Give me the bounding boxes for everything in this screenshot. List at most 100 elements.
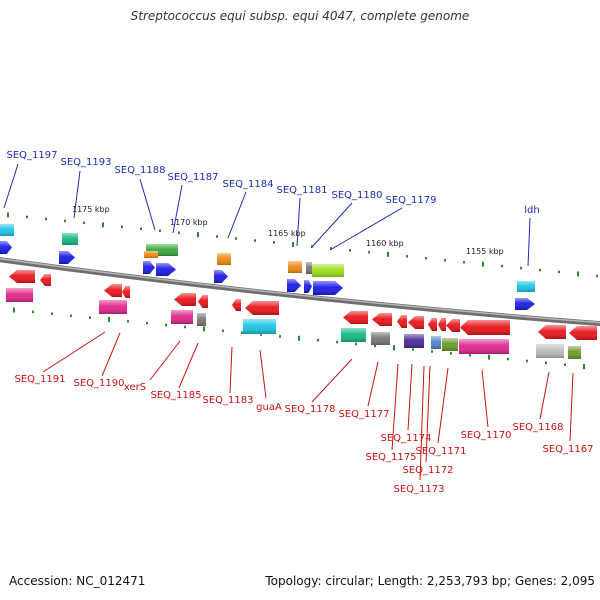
gene-shade [198,295,208,308]
scale-label: 1170 kbp [170,218,208,227]
gene-feature [62,233,78,245]
upper-tick [501,264,503,268]
upper-tick [520,266,522,270]
gene-shade [313,281,343,295]
lower-tick [298,335,300,341]
gene-shade [372,313,392,326]
gene-feature [404,334,424,348]
gene-label: SEQ_1171 [416,446,467,457]
gene-shade [431,336,441,349]
gene-feature [431,336,441,349]
leader-line [391,363,399,451]
gene-feature [171,310,193,324]
gene-shade [515,298,535,310]
gene-label: SEQ_1177 [339,409,390,420]
lower-tick [127,320,129,323]
upper-tick [482,261,484,267]
gene-label: SEQ_1173 [394,484,445,495]
gene-feature [217,253,231,265]
leader-line [311,358,353,403]
upper-tick [7,212,9,218]
scale-label: 1175 kbp [72,205,110,214]
gene-feature [313,281,343,295]
gene-shade [459,339,509,354]
upper-tick [539,268,541,272]
gene-shade [144,251,158,258]
gene-feature [538,325,566,339]
scale-ticks [7,212,598,370]
gene-feature [287,279,301,292]
upper-tick [26,215,28,219]
gene-shade [428,318,437,331]
upper-tick [425,256,427,260]
gene-shade [438,318,446,331]
upper-tick [121,225,123,229]
gene-shade [569,326,597,340]
upper-tick [197,232,199,238]
gene-label: SEQ_1191 [15,374,66,385]
gene-label: SEQ_1179 [386,195,437,206]
gene-feature [156,263,176,276]
gene-label: SEQ_1185 [151,390,202,401]
leader-line [296,197,301,247]
lower-tick [564,363,566,366]
gene-shade [442,338,458,351]
leader-line [101,332,121,377]
upper-tick [216,235,218,238]
backbone-highlight [0,257,600,324]
gene-label: SEQ_1168 [513,422,564,433]
gene-shade [446,319,460,332]
gene-shade [6,288,33,302]
gene-shade [9,270,35,283]
leader-line [229,346,233,394]
genome-title: Streptococcus equi subsp. equi 4047, com… [130,9,470,23]
gene-shade [156,263,176,276]
gene-feature [144,251,158,258]
leader-line [437,367,449,444]
gene-label: SEQ_1174 [381,433,432,444]
lower-tick [89,316,91,319]
lower-tick [526,359,528,363]
leader-line [425,365,431,463]
gene-feature [312,264,344,277]
lower-tick [260,333,262,336]
gene-shade [104,284,122,297]
gene-feature [288,261,302,273]
gene-feature [0,241,12,254]
gene-feature [341,328,366,342]
gene-shade [306,262,312,274]
gene-feature [0,224,14,236]
leader-line [73,170,81,219]
gene-feature [459,339,509,354]
leader-line [527,217,531,267]
gene-feature [245,301,279,315]
lower-tick [222,329,224,333]
gene-label: SEQ_1188 [115,165,166,176]
gene-shade [304,280,312,293]
leader-line [172,184,183,234]
gene-feature [9,270,35,283]
leader-line [539,371,550,420]
lower-tick [469,354,471,357]
upper-tick [83,221,85,225]
gene-feature [214,270,228,283]
gene-feature [143,261,155,274]
leader-line [407,363,413,431]
gene-feature [232,299,241,311]
upper-tick [596,274,598,278]
upper-tick [368,251,370,254]
gene-shade [62,233,78,245]
lower-tick [32,310,34,314]
lower-tick [241,331,243,334]
leader-line [569,372,574,442]
upper-tick [577,271,579,277]
gene-shade [59,251,75,264]
gene-shade [197,313,206,326]
gene-feature [306,262,312,274]
upper-tick [159,229,161,232]
gene-feature [304,280,312,293]
gene-feature [371,332,390,345]
gene-label: SEQ_1181 [277,185,328,196]
gene-shade [538,325,566,339]
gene-feature [568,346,581,359]
